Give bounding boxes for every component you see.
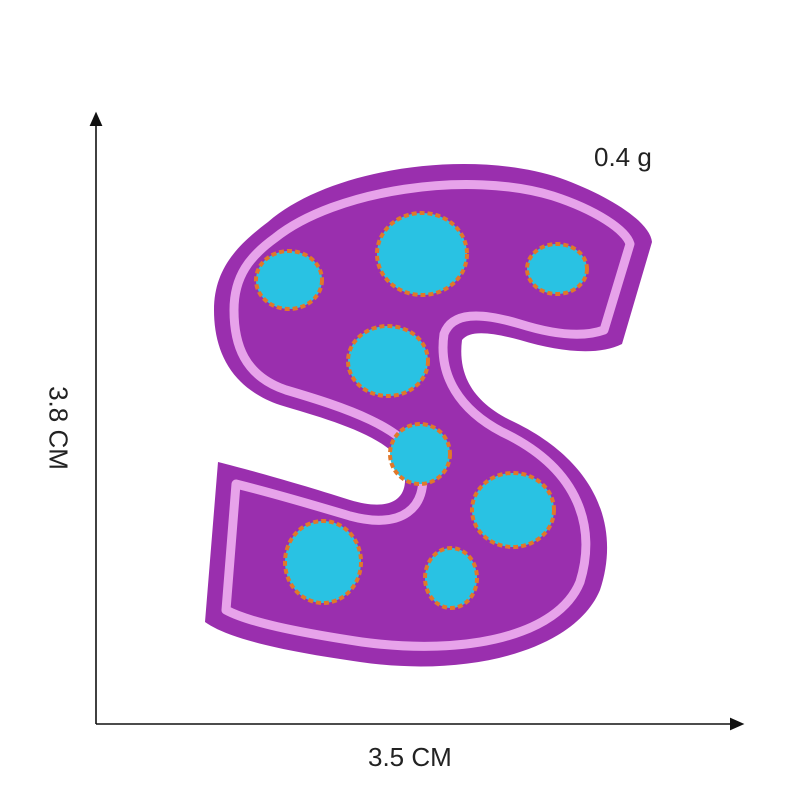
weight-label: 0.4 g <box>594 142 652 172</box>
width-label: 3.5 CM <box>368 742 452 772</box>
dot <box>346 324 430 398</box>
dot <box>525 242 589 296</box>
height-label: 3.8 CM <box>43 386 74 470</box>
s-letter-patch <box>205 164 652 667</box>
dot <box>283 519 363 605</box>
dot <box>470 471 556 549</box>
dot <box>375 211 469 297</box>
dot <box>388 422 452 486</box>
dot <box>254 249 324 311</box>
dot <box>423 546 479 610</box>
dot-decorations <box>254 211 589 610</box>
stitched-border <box>221 180 635 651</box>
